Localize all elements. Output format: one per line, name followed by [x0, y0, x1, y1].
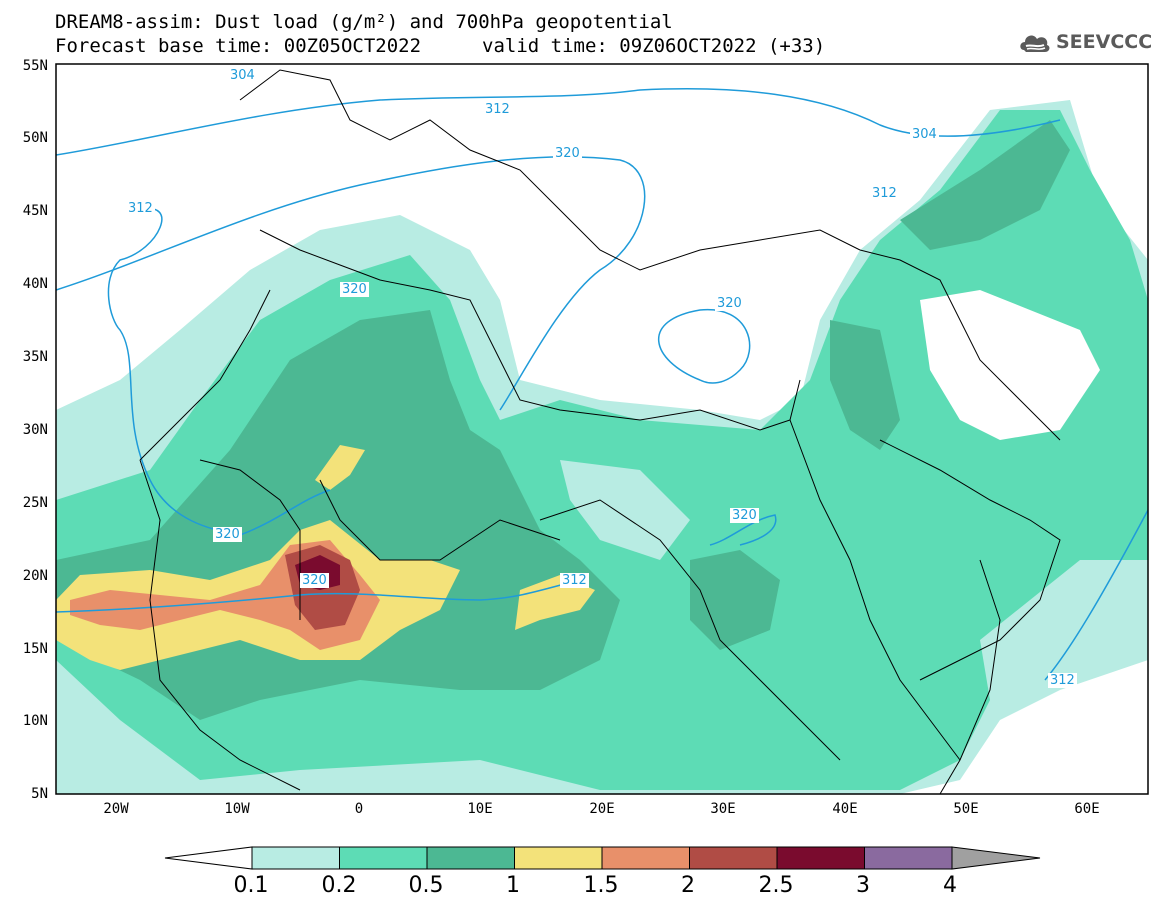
colorbar-swatch [339, 846, 428, 870]
lat-label: 40N [22, 276, 48, 292]
cloud-logo-icon [1020, 35, 1050, 52]
lat-label: 5N [31, 786, 48, 802]
contour-label: 320 [715, 296, 744, 311]
colorbar-label: 1 [506, 873, 520, 898]
valid-time: valid time: 09Z06OCT2022 (+33) [482, 35, 826, 57]
contour-label: 320 [730, 508, 759, 523]
contour-label: 312 [1048, 673, 1077, 688]
dust-level-0.5-caspian [900, 120, 1070, 250]
contour-label: 312 [126, 201, 155, 216]
contour-label: 312 [560, 573, 589, 588]
colorbar-label: 0.5 [408, 873, 444, 898]
map-title: DREAM8-assim: Dust load (g/m²) and 700hP… [55, 11, 673, 33]
clear-region-arabia [920, 290, 1100, 440]
low-dust-region-egypt [560, 460, 690, 560]
dust-level-1-east [515, 575, 595, 630]
contour-label: 320 [213, 527, 242, 542]
dust-level-0.5-sudan [690, 550, 780, 650]
colorbar-swatch [514, 846, 603, 870]
lat-label: 35N [22, 349, 48, 365]
lon-label: 10E [467, 801, 493, 817]
contour-label: 320 [300, 573, 329, 588]
lon-label: 0 [354, 801, 364, 817]
colorbar-label: 3 [856, 873, 870, 898]
forecast-base-time: Forecast base time: 00Z05OCT2022 [55, 35, 422, 57]
lat-label: 15N [22, 641, 48, 657]
contour-label: 312 [870, 186, 899, 201]
colorbar-swatch [251, 846, 340, 870]
lat-label: 50N [22, 130, 48, 146]
lat-label: 25N [22, 495, 48, 511]
colorbar-over-triangle [951, 846, 1041, 870]
lon-label: 20W [103, 801, 129, 817]
lon-label: 40E [832, 801, 858, 817]
colorbar-label: 1.5 [583, 873, 619, 898]
lon-label: 60E [1074, 801, 1100, 817]
lat-label: 45N [22, 203, 48, 219]
colorbar-under-triangle [164, 846, 253, 870]
logo-text: SEEVCCC [1056, 31, 1153, 53]
colorbar-swatch [426, 846, 515, 870]
contour-label: 304 [228, 68, 257, 83]
plot-frame [55, 63, 1149, 795]
colorbar-label: 0.2 [321, 873, 357, 898]
lat-label: 55N [22, 58, 48, 74]
contour-label: 320 [553, 146, 582, 161]
lat-label: 10N [22, 713, 48, 729]
lon-label: 10W [224, 801, 250, 817]
lon-label: 20E [589, 801, 615, 817]
colorbar-label: 4 [943, 873, 957, 898]
lat-label: 20N [22, 568, 48, 584]
geopotential-contours [56, 88, 1148, 681]
colorbar [164, 846, 1041, 870]
colorbar-swatch [776, 846, 865, 870]
contour-label: 304 [910, 127, 939, 142]
colorbar-label: 0.1 [233, 873, 269, 898]
colorbar-label: 2 [681, 873, 695, 898]
dust-level-0.5-arabia [830, 320, 900, 450]
colorbar-swatch [864, 846, 953, 870]
dust-level-1-north [315, 445, 365, 490]
colorbar-swatch [689, 846, 778, 870]
lon-label: 30E [710, 801, 736, 817]
colorbar-label: 2.5 [758, 873, 794, 898]
seevccc-logo: SEEVCCC [1018, 28, 1153, 58]
contour-label: 312 [483, 102, 512, 117]
dust-field [56, 69, 1148, 794]
contour-label: 320 [340, 282, 369, 297]
lon-label: 50E [953, 801, 979, 817]
coastlines [139, 69, 1061, 794]
colorbar-swatch [601, 846, 690, 870]
lat-label: 30N [22, 422, 48, 438]
